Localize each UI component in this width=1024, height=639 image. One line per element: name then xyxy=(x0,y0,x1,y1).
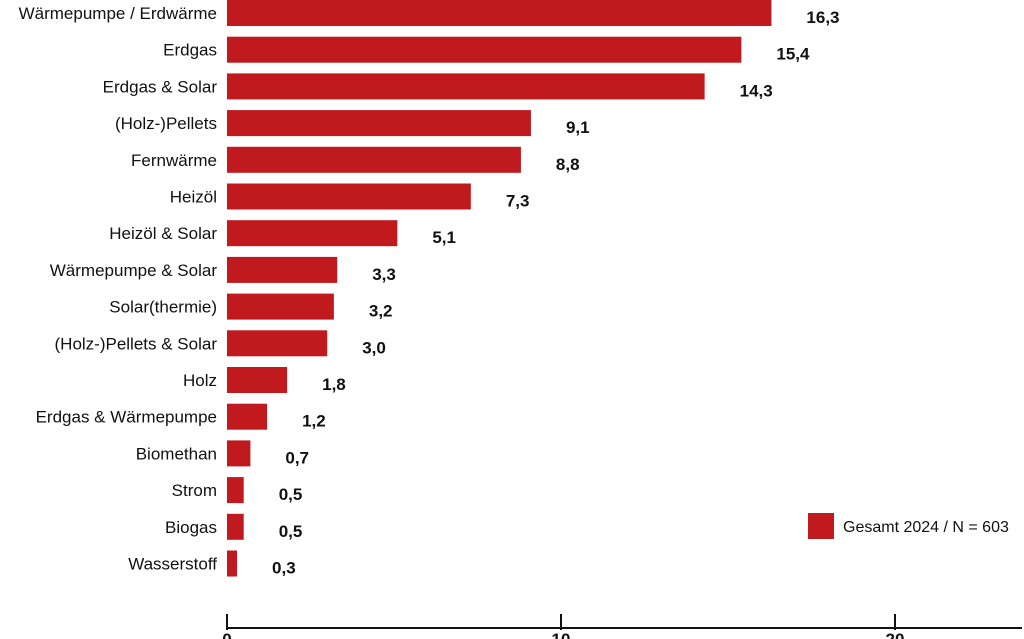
category-label: Wärmepumpe & Solar xyxy=(50,261,218,280)
bar xyxy=(227,367,288,393)
legend: Gesamt 2024 / N = 603 xyxy=(808,513,1009,539)
category-label: Biogas xyxy=(165,518,217,537)
category-label: (Holz-)Pellets xyxy=(115,114,217,133)
value-label: 5,1 xyxy=(432,228,456,247)
category-label: (Holz-)Pellets & Solar xyxy=(55,334,218,353)
category-label: Wasserstoff xyxy=(128,555,217,574)
x-tick-label: 10 xyxy=(552,630,571,639)
bar xyxy=(227,36,742,63)
bar xyxy=(227,220,398,247)
bar xyxy=(227,0,772,26)
value-labels: 16,3 15,414,3 9,1 8,8 7,3 5,1 3,3 3,2 3,0 1,8 1,2 0… xyxy=(272,8,839,578)
category-label: Erdgas xyxy=(163,41,217,60)
value-label: 3,3 xyxy=(372,265,396,284)
bar xyxy=(227,256,338,283)
value-label: 16,3 xyxy=(806,8,839,27)
value-label: 0,3 xyxy=(272,559,296,578)
value-label: 14,3 xyxy=(740,81,773,100)
category-labels: Wärmepumpe / Erdwärme Erdgas Erdgas & Sola… xyxy=(19,4,218,574)
category-label: Holz xyxy=(183,371,217,390)
legend-swatch xyxy=(808,513,834,539)
bar xyxy=(227,550,238,577)
x-tick-label: 20 xyxy=(886,630,905,639)
category-label: Fernwärme xyxy=(131,151,217,170)
value-label: 1,8 xyxy=(322,375,346,394)
bar xyxy=(227,403,268,430)
category-label: Wärmepumpe / Erdwärme xyxy=(19,4,217,23)
bar xyxy=(227,440,251,467)
category-label: Erdgas & Solar xyxy=(103,77,218,96)
value-label: 0,5 xyxy=(279,485,303,504)
bar xyxy=(227,330,328,357)
category-label: Biomethan xyxy=(136,444,217,463)
value-label: 0,5 xyxy=(279,522,303,541)
bar xyxy=(227,477,244,504)
value-label: 0,7 xyxy=(285,448,309,467)
value-label: 3,2 xyxy=(369,302,393,321)
category-label: Erdgas & Wärmepumpe xyxy=(36,408,217,427)
category-label: Solar(thermie) xyxy=(109,298,217,317)
category-label: Heizöl & Solar xyxy=(109,224,217,243)
bar xyxy=(227,146,521,173)
bar xyxy=(227,73,705,100)
x-tick-label: 0 xyxy=(222,630,231,639)
value-label: 9,1 xyxy=(566,118,590,137)
value-label: 3,0 xyxy=(362,338,386,357)
bar xyxy=(227,293,334,320)
bar xyxy=(227,110,531,137)
bar xyxy=(227,183,471,210)
x-axis: 0 10 20 xyxy=(222,614,1022,639)
bar xyxy=(227,513,244,540)
value-label: 15,4 xyxy=(776,45,810,64)
category-label: Strom xyxy=(172,481,217,500)
value-label: 8,8 xyxy=(556,155,580,174)
value-label: 1,2 xyxy=(302,412,326,431)
bars-layer xyxy=(227,0,772,577)
legend-label: Gesamt 2024 / N = 603 xyxy=(843,519,1009,536)
category-label: Heizöl xyxy=(170,188,217,207)
value-label: 7,3 xyxy=(506,192,530,211)
